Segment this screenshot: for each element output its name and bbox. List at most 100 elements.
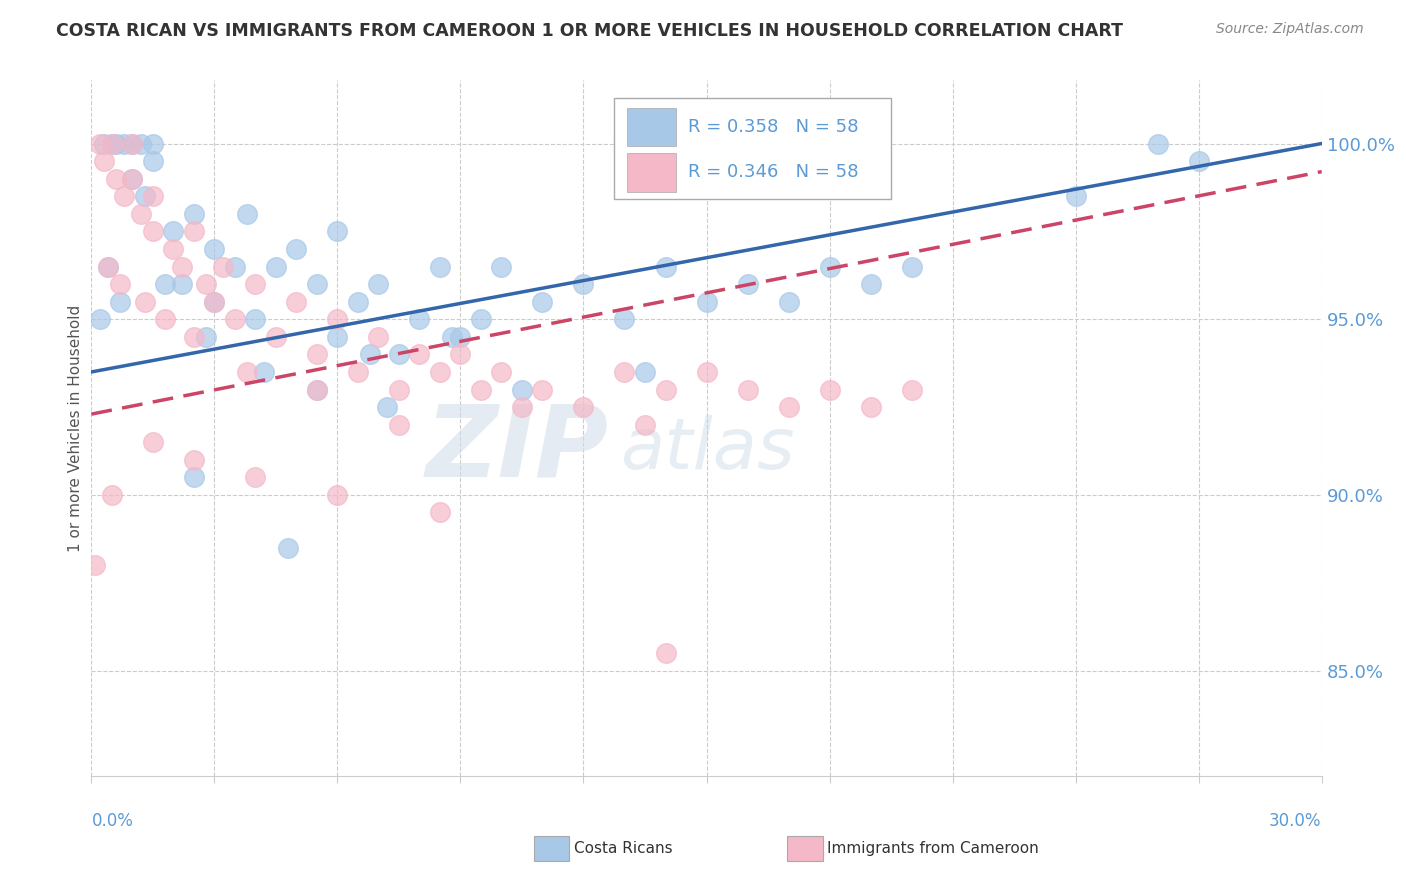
Point (108, 294, 131, 309)
Point (105, 136, 127, 151)
Point (347, 365, 370, 379)
Point (153, 277, 177, 291)
Point (429, 260, 451, 274)
Point (183, 330, 205, 344)
Point (202, 294, 225, 309)
Point (900, 383, 922, 397)
Point (101, 136, 124, 151)
Text: R = 0.346   N = 58: R = 0.346 N = 58 (688, 163, 859, 181)
Point (101, 488, 124, 502)
Point (121, 136, 143, 151)
Point (129, 207, 152, 221)
Point (285, 242, 308, 256)
Point (531, 294, 554, 309)
Point (367, 330, 389, 344)
Point (224, 312, 246, 326)
Point (93, 154, 115, 169)
Point (900, 260, 922, 274)
Point (347, 294, 370, 309)
Point (572, 277, 595, 291)
Point (121, 136, 143, 151)
Point (305, 277, 328, 291)
Point (388, 417, 411, 432)
Point (211, 260, 233, 274)
Point (326, 312, 349, 326)
Point (491, 365, 513, 379)
Point (245, 470, 267, 484)
Point (510, 400, 533, 414)
Point (97, 260, 120, 274)
Point (236, 365, 259, 379)
Text: 0.0%: 0.0% (91, 812, 134, 830)
Point (1187, 154, 1209, 169)
Point (634, 417, 657, 432)
Point (121, 171, 143, 186)
Point (170, 260, 193, 274)
Point (654, 383, 676, 397)
Point (388, 383, 411, 397)
Point (634, 365, 657, 379)
Text: 30.0%: 30.0% (1270, 812, 1322, 830)
Point (818, 260, 841, 274)
Point (695, 294, 717, 309)
Point (134, 294, 156, 309)
Point (142, 435, 165, 450)
Point (134, 189, 156, 203)
Point (859, 400, 882, 414)
Point (326, 488, 349, 502)
Point (245, 312, 267, 326)
Point (531, 383, 554, 397)
Text: Source: ZipAtlas.com: Source: ZipAtlas.com (1216, 22, 1364, 37)
Point (305, 383, 328, 397)
Point (695, 365, 717, 379)
Point (202, 242, 225, 256)
Point (183, 207, 205, 221)
Text: ZIP: ZIP (425, 401, 607, 498)
Point (93, 136, 115, 151)
Point (859, 277, 882, 291)
Point (285, 294, 308, 309)
Point (84, 558, 107, 573)
Point (441, 330, 464, 344)
Point (449, 347, 471, 361)
Point (277, 541, 299, 555)
Point (818, 383, 841, 397)
Point (183, 452, 205, 467)
Point (359, 347, 381, 361)
Point (101, 136, 124, 151)
Point (142, 224, 165, 238)
Text: Costa Ricans: Costa Ricans (574, 841, 672, 855)
Text: R = 0.358   N = 58: R = 0.358 N = 58 (688, 118, 859, 136)
Point (305, 383, 328, 397)
Point (1146, 136, 1168, 151)
Point (236, 207, 259, 221)
Point (89, 136, 111, 151)
Point (737, 383, 759, 397)
Point (142, 154, 165, 169)
Point (112, 189, 135, 203)
Point (429, 365, 451, 379)
Point (97, 260, 120, 274)
Point (112, 136, 135, 151)
Point (367, 277, 389, 291)
Text: Immigrants from Cameroon: Immigrants from Cameroon (827, 841, 1039, 855)
Point (778, 294, 800, 309)
Point (449, 330, 471, 344)
Point (153, 312, 177, 326)
Point (195, 277, 218, 291)
Point (737, 277, 759, 291)
Point (408, 312, 430, 326)
Bar (627, 153, 676, 192)
Point (170, 277, 193, 291)
Point (654, 646, 676, 660)
Y-axis label: 1 or more Vehicles in Household: 1 or more Vehicles in Household (67, 304, 83, 552)
Point (105, 171, 127, 186)
Point (89, 312, 111, 326)
Point (388, 347, 411, 361)
Point (162, 242, 184, 256)
Point (142, 136, 165, 151)
Point (305, 347, 328, 361)
Point (253, 365, 276, 379)
Point (654, 260, 676, 274)
Point (572, 400, 595, 414)
